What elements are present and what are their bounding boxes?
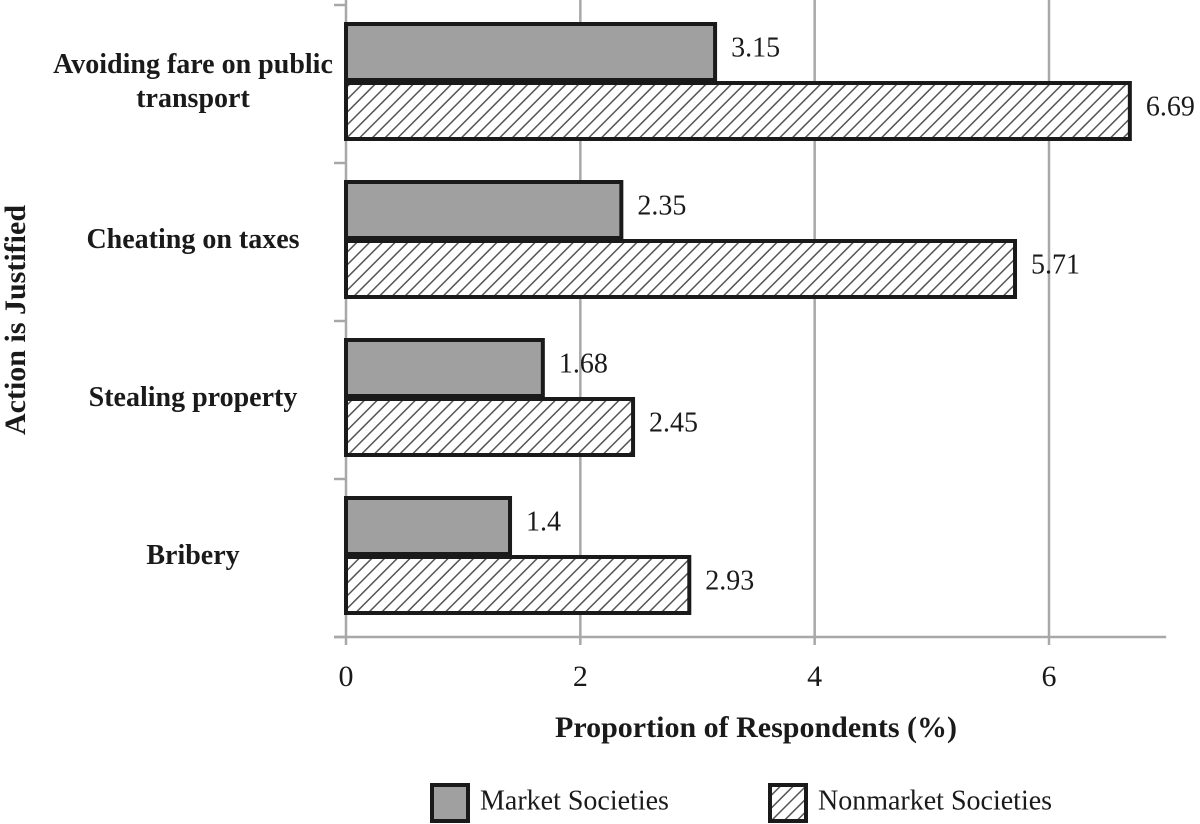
value-label: 2.35 xyxy=(637,190,686,221)
bar xyxy=(344,338,545,398)
bar xyxy=(344,22,718,82)
bar xyxy=(344,239,1018,299)
x-tick-label: 0 xyxy=(339,660,354,693)
value-label: 2.93 xyxy=(705,565,754,596)
y-axis-label: Action is Justified xyxy=(0,205,32,435)
bar xyxy=(344,81,1132,141)
legend-label: Market Societies xyxy=(480,785,669,816)
y-tick-label: Avoiding fare on public transport xyxy=(53,49,333,114)
y-tick-label: Stealing property xyxy=(88,382,298,413)
x-tick-label: 4 xyxy=(807,660,822,693)
value-label: 1.4 xyxy=(526,506,561,537)
value-label: 6.69 xyxy=(1146,91,1195,122)
bar xyxy=(344,397,636,457)
legend-swatch xyxy=(768,783,808,823)
bar xyxy=(344,555,692,615)
y-tick-label: Cheating on taxes xyxy=(86,224,300,255)
legend-label: Nonmarket Societies xyxy=(818,785,1052,816)
bar xyxy=(344,180,624,240)
value-label: 3.15 xyxy=(731,32,780,63)
value-label: 1.68 xyxy=(559,348,608,379)
y-tick-label: Bribery xyxy=(146,540,240,571)
x-axis-label: Proportion of Respondents (%) xyxy=(555,711,957,744)
x-tick-label: 6 xyxy=(1042,660,1057,693)
value-label: 5.71 xyxy=(1031,249,1080,280)
bar xyxy=(344,496,513,556)
value-label: 2.45 xyxy=(649,407,698,438)
x-tick-label: 2 xyxy=(573,660,588,693)
legend-swatch xyxy=(430,783,470,823)
